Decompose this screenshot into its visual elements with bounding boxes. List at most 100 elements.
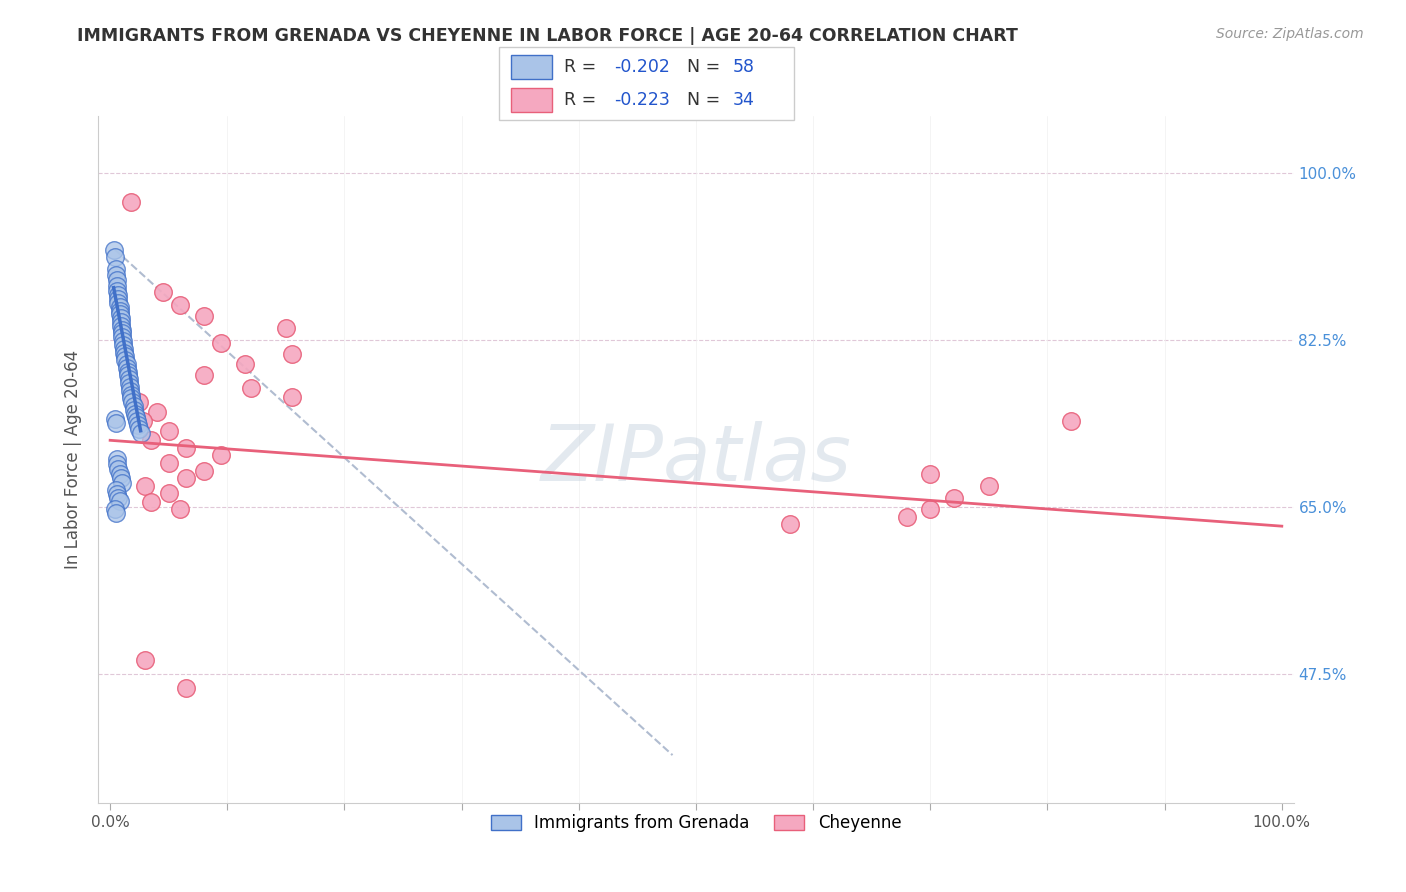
Point [779, 517, 801, 532]
Point [105, 416, 128, 430]
Point [134, 479, 156, 493]
Text: IMMIGRANTS FROM GRENADA VS CHEYENNE IN LABOR FORCE | AGE 20-64 CORRELATION CHART: IMMIGRANTS FROM GRENADA VS CHEYENNE IN L… [77, 27, 1018, 45]
Point [111, 323, 134, 337]
Point [107, 296, 129, 310]
Point [211, 336, 233, 351]
Point [105, 268, 128, 283]
Point [108, 494, 131, 508]
Point [114, 353, 136, 368]
Point [112, 338, 135, 352]
Point [105, 506, 128, 520]
Point [105, 285, 128, 299]
Point [117, 365, 139, 379]
Point [103, 243, 125, 257]
Bar [510, 88, 553, 112]
Point [115, 360, 138, 375]
Point [118, 376, 141, 390]
Point [105, 457, 128, 471]
Point [121, 395, 143, 409]
Text: Source: ZipAtlas.com: Source: ZipAtlas.com [1216, 27, 1364, 41]
Point [274, 320, 297, 334]
Point [128, 395, 150, 409]
Point [107, 288, 129, 302]
Text: R =: R = [564, 91, 602, 109]
Point [104, 502, 127, 516]
Text: ZIPatlas: ZIPatlas [540, 421, 852, 498]
Point [118, 372, 141, 386]
Point [110, 311, 132, 326]
Text: -0.202: -0.202 [614, 58, 671, 76]
Point [108, 300, 131, 314]
Point [977, 479, 1000, 493]
Point [124, 407, 146, 421]
Point [211, 448, 233, 462]
Point [169, 502, 191, 516]
Point [105, 452, 128, 467]
Point [115, 357, 138, 371]
Point [281, 390, 304, 404]
Point [193, 310, 215, 324]
Point [174, 681, 197, 696]
Point [896, 509, 918, 524]
Point [105, 273, 128, 287]
Point [120, 387, 142, 401]
Point [105, 261, 128, 276]
Point [108, 467, 131, 481]
Point [108, 307, 131, 321]
Point [110, 315, 132, 329]
Point [112, 345, 135, 359]
Point [114, 350, 136, 364]
Point [120, 194, 142, 209]
Point [141, 495, 163, 509]
Text: 34: 34 [733, 91, 754, 109]
Point [127, 414, 149, 428]
Point [105, 487, 128, 501]
Point [125, 410, 148, 425]
Point [110, 318, 132, 333]
Point [134, 653, 156, 667]
Point [169, 298, 191, 312]
Point [239, 381, 262, 395]
Point [117, 368, 139, 383]
Point [104, 412, 127, 426]
Text: N =: N = [676, 91, 725, 109]
Point [107, 292, 129, 306]
Point [105, 483, 128, 497]
Text: N =: N = [676, 58, 725, 76]
Point [920, 467, 942, 481]
Point [157, 424, 180, 438]
Point [112, 334, 135, 348]
Point [105, 278, 128, 293]
Point [112, 342, 135, 356]
Legend: Immigrants from Grenada, Cheyenne: Immigrants from Grenada, Cheyenne [484, 808, 908, 839]
Point [111, 326, 134, 341]
Point [120, 380, 141, 394]
Point [942, 491, 965, 505]
Point [122, 402, 145, 417]
Text: 58: 58 [733, 58, 755, 76]
Point [107, 462, 129, 476]
Point [174, 471, 197, 485]
Point [132, 414, 155, 428]
Point [122, 399, 145, 413]
Point [127, 417, 149, 433]
Point [128, 422, 150, 436]
Point [111, 330, 134, 344]
Point [193, 368, 215, 383]
Point [920, 502, 942, 516]
Point [1060, 414, 1083, 428]
Point [233, 357, 256, 371]
FancyBboxPatch shape [499, 47, 794, 120]
Point [111, 476, 134, 491]
Point [104, 250, 127, 264]
Point [152, 285, 174, 300]
Point [110, 471, 132, 485]
Text: -0.223: -0.223 [614, 91, 671, 109]
Point [174, 441, 197, 455]
Point [146, 405, 169, 419]
Point [157, 485, 180, 500]
Text: R =: R = [564, 58, 602, 76]
Bar [510, 55, 553, 78]
Y-axis label: In Labor Force | Age 20-64: In Labor Force | Age 20-64 [65, 350, 83, 569]
Point [120, 392, 142, 406]
